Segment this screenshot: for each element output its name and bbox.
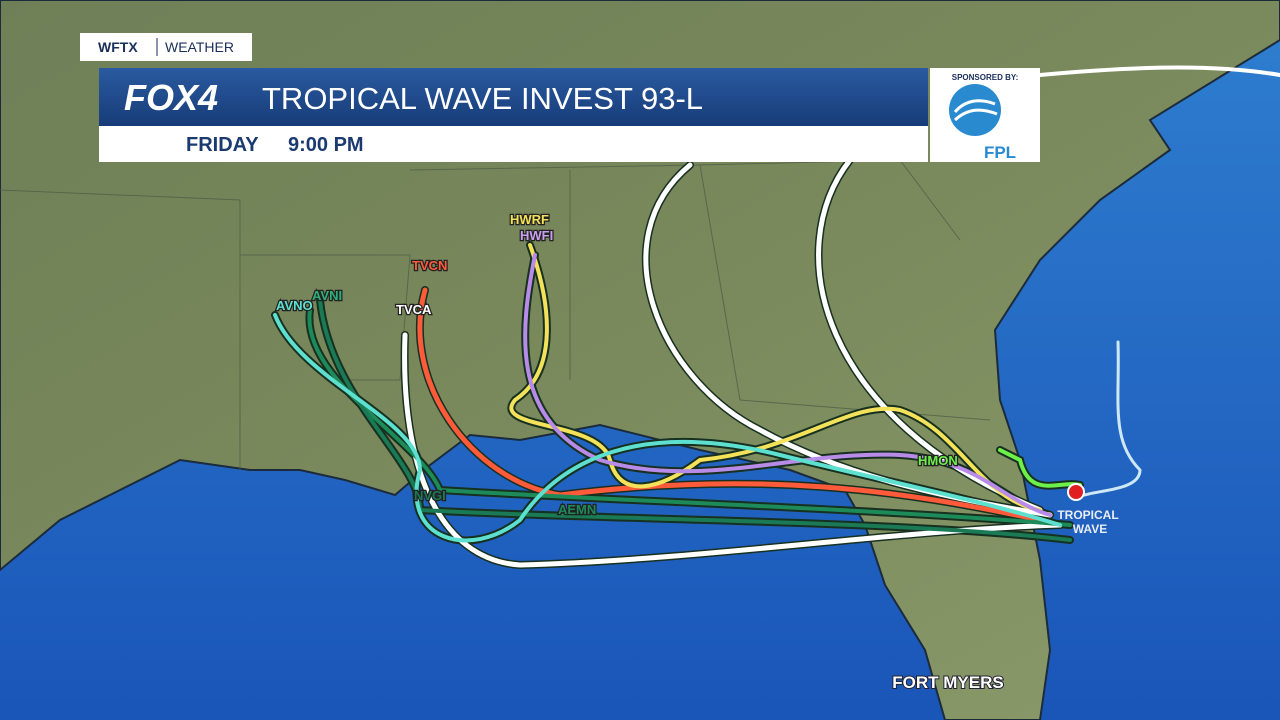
section: WEATHER	[165, 39, 234, 55]
header: WFTX WEATHER FOX4 TROPICAL WAVE INVEST 9…	[80, 33, 1040, 162]
model-label: TVCA	[396, 302, 432, 317]
model-tracks	[271, 65, 1280, 570]
station-tab	[80, 33, 252, 61]
logo: FOX4	[124, 77, 218, 118]
day: FRIDAY	[186, 134, 259, 156]
model-label: HWFI	[520, 228, 553, 243]
title-bar	[99, 68, 928, 126]
sponsor-logo-mark	[953, 99, 998, 122]
city-label: FORT MYERS	[892, 673, 1003, 692]
model-label: AEMN	[558, 502, 596, 517]
model-label: TVCN	[412, 258, 447, 273]
station: WFTX	[98, 39, 138, 55]
subtitle-bar	[99, 126, 928, 162]
model-label: AVNO	[276, 298, 313, 313]
title: TROPICAL WAVE INVEST 93-L	[262, 81, 703, 116]
storm-icon	[1067, 483, 1085, 501]
sponsor-name: FPL	[984, 143, 1016, 162]
model-label: NVGI	[414, 488, 446, 503]
storm-label: TROPICAL	[1057, 508, 1118, 522]
storm-label: WAVE	[1073, 522, 1107, 536]
sponsor-label: SPONSORED BY:	[952, 73, 1019, 82]
time: 9:00 PM	[288, 134, 364, 156]
model-label: HMON	[918, 453, 958, 468]
model-label: HWRF	[510, 212, 549, 227]
model-label: AVNI	[312, 288, 342, 303]
